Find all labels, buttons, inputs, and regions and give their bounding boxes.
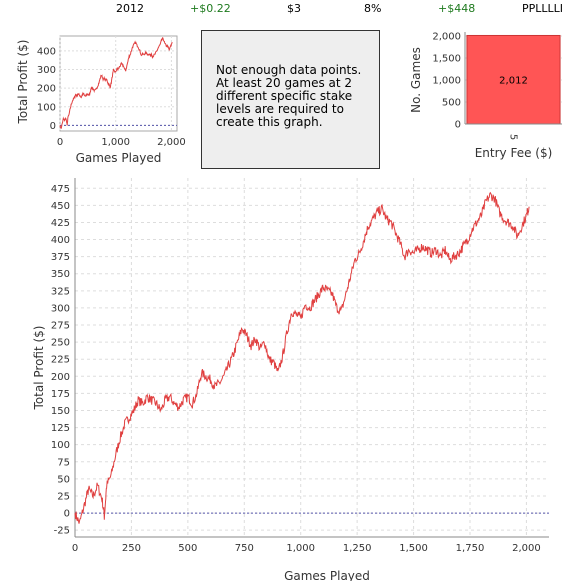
main-x-axis-label: Games Played xyxy=(284,569,370,581)
main-y-tick-label: 275 xyxy=(51,321,70,332)
main-y-axis-label: Total Profit ($) xyxy=(32,326,46,411)
stat-avg-profit: +$0.22 xyxy=(190,2,231,15)
main-y-tick-label: 425 xyxy=(51,218,70,229)
main-y-tick-label: 200 xyxy=(51,372,70,383)
main-y-tick-label: 0 xyxy=(64,509,70,520)
main-x-tick-label: 1,750 xyxy=(456,543,485,554)
entry-fee-bar-value: 2,012 xyxy=(499,76,528,87)
small-profit-line xyxy=(59,37,173,129)
entry-fee-chart: 0 500 1,000 1,500 2,000 2,012 5 Entry Fee ($) No… xyxy=(409,32,562,160)
main-y-tick-label: 350 xyxy=(51,269,70,280)
main-y-tick-label: 325 xyxy=(51,286,70,297)
bar-x-axis-label: Entry Fee ($) xyxy=(475,146,553,160)
main-y-tick-label: 175 xyxy=(51,389,70,400)
stats-row: 2012 +$0.22 $3 8% +$448 PPLLLLI xyxy=(0,0,569,20)
main-y-tick-label: 100 xyxy=(51,440,70,451)
main-x-tick-label: 2,000 xyxy=(512,543,541,554)
bar-category-label: 5 xyxy=(508,134,519,140)
insufficient-data-message: Not enough data points. At least 20 game… xyxy=(201,30,380,169)
main-y-tick-label: -25 xyxy=(54,526,70,537)
small-y-tick-label: 300 xyxy=(37,65,56,76)
stat-avg-stake: $3 xyxy=(287,2,301,15)
small-profit-chart: 0 1,000 2,000 0 100 200 300 400 Games Played Tota… xyxy=(16,35,186,165)
bar-y-axis-label: No. Games xyxy=(409,47,423,113)
main-profit-line xyxy=(74,191,530,524)
main-y-tick-label: 150 xyxy=(51,406,70,417)
small-x-tick-label: 1,000 xyxy=(101,137,130,148)
main-x-tick-label: 750 xyxy=(235,543,254,554)
stat-year: 2012 xyxy=(116,2,144,15)
small-x-tick-label: 0 xyxy=(57,137,63,148)
main-y-tick-label: 75 xyxy=(57,457,70,468)
bar-y-tick-label: 500 xyxy=(442,98,461,109)
main-y-tick-label: 475 xyxy=(51,184,70,195)
stat-roi: 8% xyxy=(364,2,382,15)
main-y-tick-label: 450 xyxy=(51,201,70,212)
small-y-tick-label: 100 xyxy=(37,102,56,113)
bar-y-tick-label: 0 xyxy=(455,120,461,131)
bar-y-tick-label: 2,000 xyxy=(432,32,461,43)
main-y-tick-label: 125 xyxy=(51,423,70,434)
main-x-tick-label: 500 xyxy=(178,543,197,554)
main-x-tick-label: 1,500 xyxy=(399,543,428,554)
main-y-tick-label: 400 xyxy=(51,235,70,246)
stat-total-profit: +$448 xyxy=(438,2,476,15)
main-y-tick-label: 250 xyxy=(51,338,70,349)
stat-streak: PPLLLLI xyxy=(522,2,564,15)
small-y-tick-label: 0 xyxy=(50,121,56,132)
bar-y-tick-label: 1,500 xyxy=(432,54,461,65)
small-x-axis-label: Games Played xyxy=(76,151,162,165)
main-y-tick-label: 225 xyxy=(51,355,70,366)
main-x-tick-label: 250 xyxy=(122,543,141,554)
bar-y-tick-label: 1,000 xyxy=(432,76,461,87)
main-profit-chart: 0 250 500 750 1,000 1,250 1,500 1,750 2,000-2502… xyxy=(32,178,549,581)
main-x-tick-label: 1,000 xyxy=(286,543,315,554)
main-y-tick-label: 300 xyxy=(51,303,70,314)
small-x-tick-label: 2,000 xyxy=(157,137,186,148)
main-y-tick-label: 375 xyxy=(51,252,70,263)
main-x-tick-label: 1,250 xyxy=(343,543,372,554)
entry-fee-bar xyxy=(466,34,561,125)
main-x-tick-label: 0 xyxy=(72,543,78,554)
small-y-tick-label: 200 xyxy=(37,84,56,95)
small-plot-frame xyxy=(59,35,178,132)
main-y-tick-label: 50 xyxy=(57,474,70,485)
main-y-tick-label: 25 xyxy=(57,491,70,502)
small-y-tick-label: 400 xyxy=(37,46,56,57)
small-y-axis-label: Total Profit ($) xyxy=(16,40,30,125)
